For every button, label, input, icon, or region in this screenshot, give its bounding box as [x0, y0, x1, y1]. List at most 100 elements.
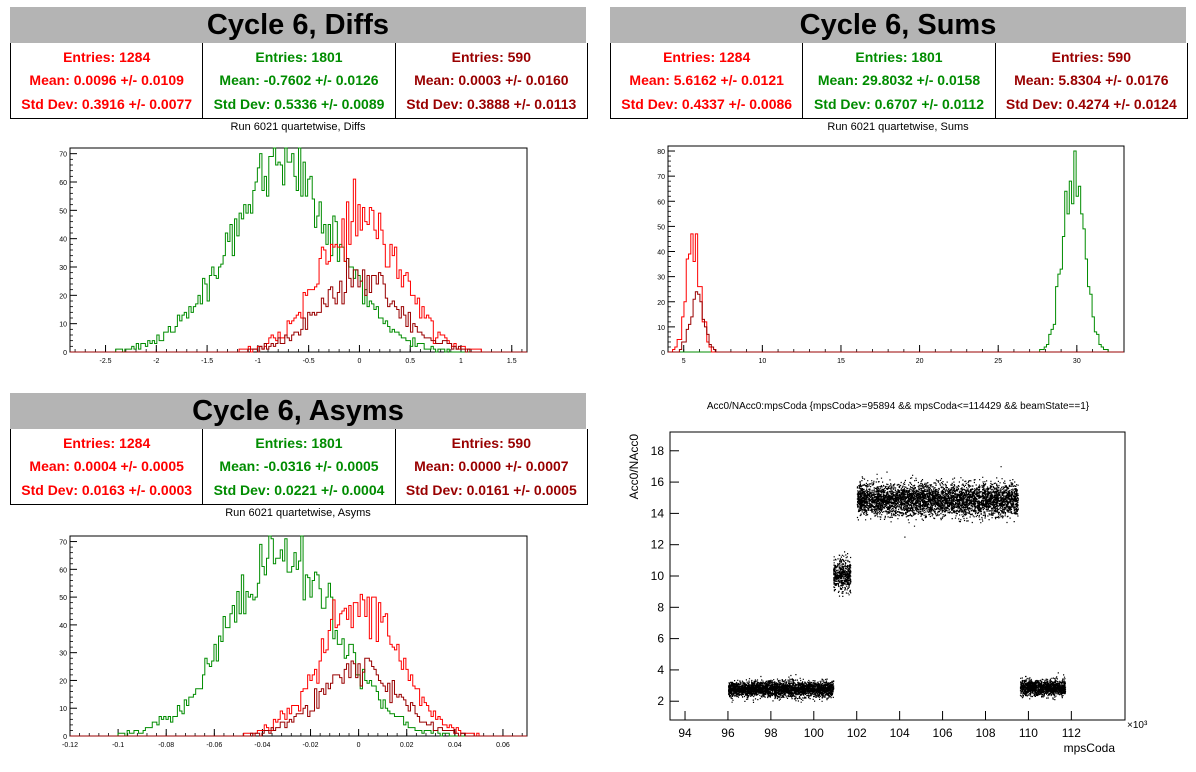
y-tick-label: 30 — [59, 265, 67, 272]
y-tick-label: 80 — [657, 149, 665, 156]
y-tick-label: 0 — [63, 350, 67, 357]
asyms-stats-box: Entries: 1284 Mean: 0.0004 +/- 0.0005 St… — [10, 429, 588, 505]
stat-box-darkred: Entries: 590 Mean: 5.8304 +/- 0.0176 Std… — [996, 43, 1187, 118]
diffs-subtitle: Run 6021 quartetwise, Diffs — [230, 121, 366, 133]
stat-std: Std Dev: 0.4337 +/- 0.0086 — [621, 96, 793, 113]
stat-entries: Entries: 1284 — [63, 48, 151, 65]
histogram-series — [70, 258, 527, 353]
y-tick-label: 0 — [63, 734, 67, 741]
x-tick-label: -0.06 — [206, 742, 222, 749]
x-tick-label: 0.5 — [405, 358, 415, 365]
x-tick-label: 112 — [1062, 726, 1081, 740]
stat-mean: Mean: 0.0096 +/- 0.0109 — [29, 72, 184, 89]
stat-std: Std Dev: 0.6707 +/- 0.0112 — [813, 96, 985, 113]
x-tick-label: 1.5 — [507, 358, 517, 365]
y-tick-label: 60 — [657, 199, 665, 206]
x-tick-label: -2.5 — [100, 358, 112, 365]
x-tick-label: -2 — [153, 358, 159, 365]
y-tick-label: 40 — [657, 250, 665, 257]
y-tick-label: 50 — [59, 208, 67, 215]
asyms-title: Cycle 6, Asyms — [10, 393, 586, 429]
y-tick-label: 14 — [651, 506, 665, 520]
stat-box-green: Entries: 1801 Mean: -0.7602 +/- 0.0126 S… — [203, 43, 396, 118]
y-tick-label: 6 — [657, 632, 664, 646]
y-tick-label: 50 — [657, 224, 665, 231]
stat-std: Std Dev: 0.3888 +/- 0.0113 — [406, 96, 577, 113]
y-tick-label: 60 — [59, 567, 67, 574]
x-tick-label: -0.04 — [254, 742, 270, 749]
y-tick-label: 18 — [651, 444, 665, 458]
x-tick-label: 106 — [933, 726, 953, 740]
stat-mean: Mean: 5.8304 +/- 0.0176 — [1014, 72, 1169, 89]
y-tick-label: 30 — [657, 275, 665, 282]
stat-mean: Mean: 5.6162 +/- 0.0121 — [629, 72, 784, 89]
y-tick-label: 0 — [661, 350, 665, 357]
stat-box-green: Entries: 1801 Mean: 29.8032 +/- 0.0158 S… — [803, 43, 996, 118]
histogram-series — [70, 535, 527, 737]
stat-box-darkred: Entries: 590 Mean: 0.0000 +/- 0.0007 Std… — [396, 429, 587, 504]
x-tick-label: 20 — [916, 358, 924, 365]
stat-entries: Entries: 590 — [451, 48, 531, 65]
y-tick-label: 2 — [657, 694, 664, 708]
x-tick-label: 5 — [682, 358, 686, 365]
stat-mean: Mean: 0.0000 +/- 0.0007 — [414, 458, 569, 475]
stat-std: Std Dev: 0.0163 +/- 0.0003 — [21, 482, 193, 499]
x-tick-label: 94 — [678, 726, 692, 740]
x-tick-label: 104 — [890, 726, 910, 740]
x-tick-label: -0.08 — [158, 742, 174, 749]
asyms-histogram: 0 10 20 30 40 50 60 70 -0.12 -0.1 -0.08 -0.06 -0.04 -… — [59, 535, 528, 749]
scatter-plot: 2 4 6 8 10 12 14 16 18 94 96 98 100 102 104 106 108 110 11… — [627, 431, 1148, 755]
stat-std: Std Dev: 0.0161 +/- 0.0005 — [405, 482, 577, 499]
histogram-series — [70, 657, 527, 737]
sums-histogram: 0 10 20 30 40 50 60 70 80 5 10 15 20 25 30 — [657, 145, 1125, 365]
stat-entries: Entries: 1801 — [255, 434, 343, 451]
x-tick-label: 0.06 — [496, 742, 510, 749]
x-tick-label: 15 — [837, 358, 845, 365]
x-tick-label: 110 — [1019, 726, 1038, 740]
stat-box-darkred: Entries: 590 Mean: 0.0003 +/- 0.0160 Std… — [396, 43, 587, 118]
y-tick-label: 30 — [59, 651, 67, 658]
x-tick-label: -0.1 — [112, 742, 124, 749]
y-tick-label: 40 — [59, 623, 67, 630]
x-axis-label: mpsCoda — [1064, 741, 1116, 755]
stat-entries: Entries: 590 — [1051, 48, 1131, 65]
histogram-series — [70, 178, 527, 353]
stat-box-red: Entries: 1284 Mean: 0.0004 +/- 0.0005 St… — [11, 429, 204, 504]
y-tick-label: 16 — [651, 475, 665, 489]
stat-box-red: Entries: 1284 Mean: 5.6162 +/- 0.0121 St… — [611, 43, 804, 118]
x-tick-label: 0 — [357, 358, 361, 365]
x-tick-label: 0 — [357, 742, 361, 749]
stat-entries: Entries: 1801 — [255, 48, 343, 65]
stat-entries: Entries: 1801 — [855, 48, 943, 65]
y-tick-label: 20 — [657, 300, 665, 307]
x-tick-label: 25 — [994, 358, 1002, 365]
scatter-title: Acc0/NAcc0:mpsCoda {mpsCoda>=95894 && mp… — [706, 401, 1090, 412]
x-tick-label: 0.02 — [400, 742, 414, 749]
diffs-histogram: 0 10 20 30 40 50 60 70 -2.5 -2 -1.5 -1 -0.5 0 0.5 1 1.5 — [59, 147, 528, 365]
x-tick-label: -0.02 — [303, 742, 319, 749]
y-tick-label: 60 — [59, 180, 67, 187]
histogram-series — [70, 593, 527, 737]
y-tick-label: 40 — [59, 237, 67, 244]
y-tick-label: 70 — [59, 152, 67, 159]
stat-std: Std Dev: 0.4274 +/- 0.0124 — [1005, 96, 1177, 113]
stat-mean: Mean: -0.0316 +/- 0.0005 — [219, 458, 379, 475]
x-tick-label: -0.12 — [62, 742, 78, 749]
stat-mean: Mean: 29.8032 +/- 0.0158 — [817, 72, 981, 89]
x-tick-label: 96 — [721, 726, 735, 740]
x-tick-label: 108 — [975, 726, 995, 740]
stat-std: Std Dev: 0.0221 +/- 0.0004 — [213, 482, 385, 499]
x-tick-label: 100 — [804, 726, 824, 740]
x-tick-label: 102 — [847, 726, 867, 740]
y-tick-label: 4 — [657, 663, 664, 677]
stat-entries: Entries: 1284 — [63, 434, 151, 451]
stat-entries: Entries: 1284 — [663, 48, 751, 65]
x-multiplier: ×10³ — [1127, 720, 1148, 731]
x-tick-label: -0.5 — [303, 358, 315, 365]
diffs-title: Cycle 6, Diffs — [10, 7, 586, 43]
sums-title: Cycle 6, Sums — [610, 7, 1186, 43]
x-tick-label: 30 — [1073, 358, 1081, 365]
stat-entries: Entries: 590 — [451, 434, 531, 451]
y-tick-label: 20 — [59, 678, 67, 685]
x-tick-label: 98 — [764, 726, 778, 740]
